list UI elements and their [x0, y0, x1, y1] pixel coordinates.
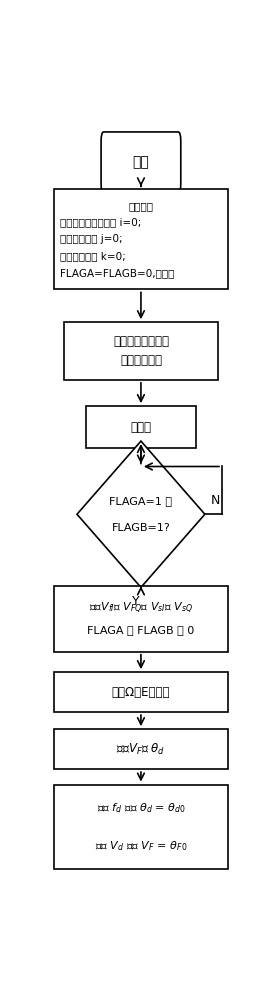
Text: 整周期计数器 j=0;: 整周期计数器 j=0;	[60, 234, 123, 244]
Text: 直接数字频率合成: 直接数字频率合成	[113, 335, 169, 348]
Text: 计算Ω、E并输出: 计算Ω、E并输出	[112, 686, 170, 699]
Text: FLAGA=FLAGB=0,关中断: FLAGA=FLAGB=0,关中断	[60, 268, 174, 278]
Bar	[54, 729, 228, 769]
Text: 器输出正弦波: 器输出正弦波	[120, 354, 162, 367]
Text: 缓冲区计数器 k=0;: 缓冲区计数器 k=0;	[60, 251, 126, 261]
Text: Y: Y	[132, 595, 139, 608]
Bar	[54, 189, 228, 289]
Text: 周期内点位置计数器 i=0;: 周期内点位置计数器 i=0;	[60, 218, 141, 228]
Text: FLAGA=1 或: FLAGA=1 或	[109, 496, 172, 506]
Text: 计算$V_F$、 $\theta_d$: 计算$V_F$、 $\theta_d$	[116, 742, 166, 757]
Text: 计算$V_{fI}$、 $V_{FQ}$、 $V_{sI}$、 $V_{sQ}$: 计算$V_{fI}$、 $V_{FQ}$、 $V_{sI}$、 $V_{sQ}$	[89, 601, 193, 616]
FancyBboxPatch shape	[101, 132, 181, 193]
Text: 调整 $f_d$ 以使 $\theta_d$ = $\theta_{d0}$: 调整 $f_d$ 以使 $\theta_d$ = $\theta_{d0}$	[97, 801, 185, 815]
Bar	[64, 322, 218, 380]
Text: N: N	[211, 494, 220, 507]
Text: 开始: 开始	[133, 155, 149, 169]
Bar	[54, 785, 228, 869]
Text: 初始化：: 初始化：	[128, 201, 153, 211]
Bar	[54, 672, 228, 712]
Text: FLAGA 或 FLAGB 清 0: FLAGA 或 FLAGB 清 0	[87, 625, 195, 635]
Text: 调整 $V_d$ 以使 $V_F$ = $\theta_{F0}$: 调整 $V_d$ 以使 $V_F$ = $\theta_{F0}$	[95, 839, 187, 853]
Text: 开中断: 开中断	[130, 421, 152, 434]
Polygon shape	[77, 441, 205, 587]
Bar	[86, 406, 196, 448]
Text: FLAGB=1?: FLAGB=1?	[112, 523, 170, 533]
Bar	[54, 586, 228, 652]
